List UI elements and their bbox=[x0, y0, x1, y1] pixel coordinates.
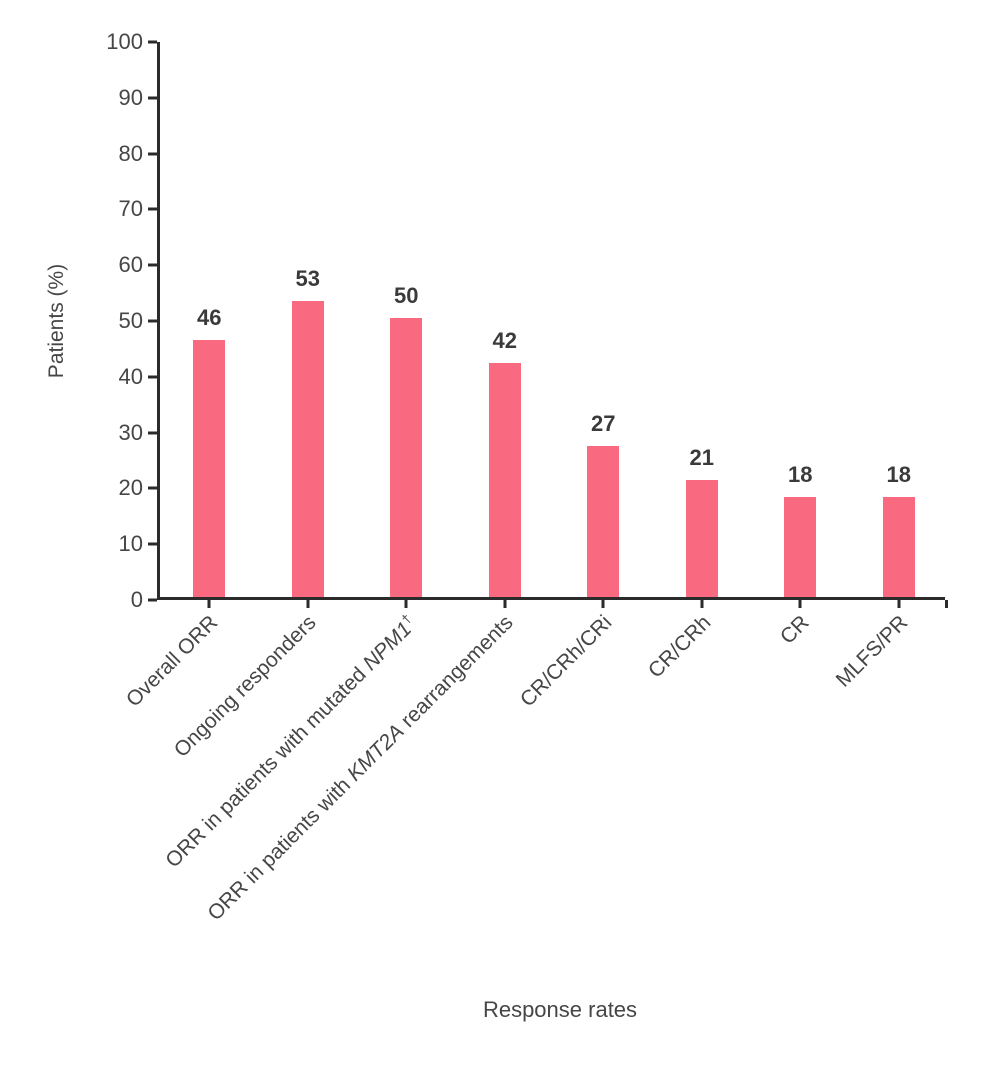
bar bbox=[882, 496, 915, 597]
x-axis-category-label-segment: KMT2A bbox=[343, 719, 410, 786]
y-axis-tick-label: 100 bbox=[106, 29, 143, 54]
x-axis-category-label-segment: CR bbox=[775, 611, 814, 649]
bar bbox=[685, 479, 718, 597]
y-axis-tick bbox=[148, 486, 157, 490]
x-axis-category-label: MLFS/PR bbox=[831, 611, 912, 692]
x-axis-category-label: CR/CRh bbox=[643, 611, 715, 683]
bar-value-label: 27 bbox=[591, 411, 616, 437]
bar-value-label: 18 bbox=[886, 461, 911, 487]
y-axis-tick-label: 50 bbox=[118, 308, 143, 333]
x-axis-tick bbox=[404, 600, 408, 608]
bar-value-label: 42 bbox=[492, 327, 517, 353]
x-axis-category-label-segment: ORR in patients with mutated bbox=[161, 658, 375, 873]
x-axis-category-label-segment: CR/CRh/CRi bbox=[516, 611, 617, 712]
x-axis-tick bbox=[306, 600, 310, 608]
y-axis-tick-label: 10 bbox=[118, 531, 143, 557]
bar-value-label: 21 bbox=[689, 444, 714, 470]
y-axis-tick-label: 20 bbox=[118, 475, 143, 501]
y-axis-tick-label: 40 bbox=[118, 363, 143, 389]
plot-area: 0 10 20 30 40 50 60 70 80 90 100 46 Overall ORR 53 Ong… bbox=[106, 29, 948, 925]
x-axis-category-label-segment: CR/CRh bbox=[643, 611, 716, 683]
bar-value-label: 46 bbox=[197, 305, 222, 331]
x-axis-tick bbox=[207, 600, 211, 608]
bar-value-label: 53 bbox=[295, 266, 320, 292]
y-axis-tick bbox=[148, 207, 157, 211]
y-axis-tick-label: 0 bbox=[130, 587, 143, 612]
y-axis-tick-label: 90 bbox=[118, 84, 143, 110]
y-axis-tick bbox=[148, 375, 157, 379]
y-axis-tick bbox=[148, 431, 157, 435]
y-axis-tick bbox=[148, 263, 157, 267]
x-axis-tick bbox=[798, 600, 802, 608]
x-axis-category-label: Overall ORR bbox=[122, 611, 223, 712]
y-axis-tick bbox=[148, 96, 157, 100]
y-axis-tick-label: 80 bbox=[118, 140, 143, 166]
x-axis-category-label: CR/CRh/CRi bbox=[516, 611, 617, 712]
y-axis-tick-label: 30 bbox=[118, 419, 143, 445]
bar bbox=[193, 340, 226, 597]
x-axis-tick bbox=[897, 600, 901, 608]
x-axis-category-label: CR bbox=[776, 611, 814, 649]
y-axis-title: Patients (%) bbox=[45, 263, 68, 379]
bar bbox=[784, 496, 817, 597]
y-axis-tick bbox=[148, 152, 157, 156]
y-axis-tick-label: 70 bbox=[118, 196, 143, 222]
bar-value-label: 50 bbox=[394, 283, 419, 308]
x-axis-tick bbox=[700, 600, 704, 608]
x-axis-category-label-segment: Overall ORR bbox=[122, 611, 223, 712]
x-axis-tick bbox=[601, 600, 605, 608]
bar bbox=[390, 318, 423, 597]
bar bbox=[291, 301, 324, 597]
x-axis-tick bbox=[503, 600, 507, 608]
y-axis-tick bbox=[148, 598, 157, 602]
x-axis-category-label-segment: MLFS/PR bbox=[831, 611, 913, 692]
bar bbox=[488, 362, 521, 597]
x-axis-title: Response rates bbox=[482, 997, 638, 1022]
bar-value-label: 18 bbox=[788, 461, 813, 487]
y-axis-tick bbox=[148, 319, 157, 323]
x-axis-end-tick bbox=[945, 600, 948, 608]
y-axis-tick-label: 60 bbox=[118, 252, 143, 278]
y-axis-tick bbox=[148, 542, 157, 546]
bar bbox=[587, 446, 620, 597]
y-axis-tick bbox=[148, 40, 157, 44]
